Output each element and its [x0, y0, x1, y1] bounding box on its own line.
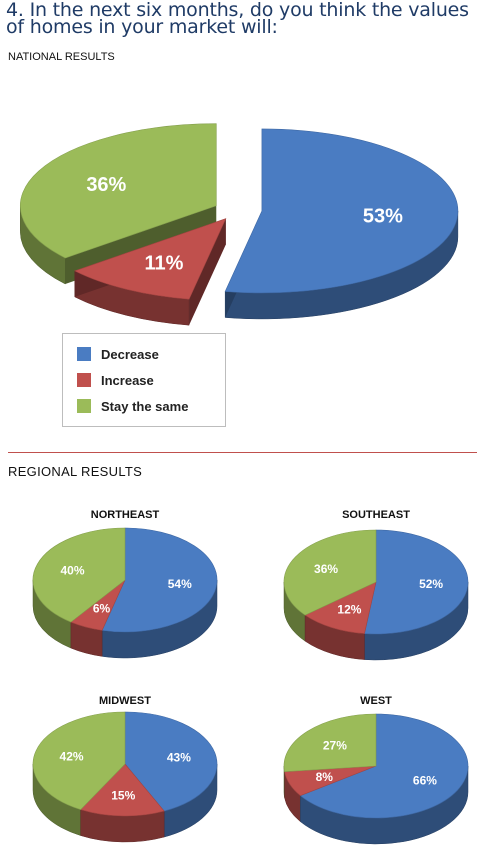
- legend-swatch-decrease: [77, 347, 91, 361]
- legend-label-stay-the-same: Stay the same: [101, 398, 189, 414]
- legend-item-stay-the-same: Stay the same: [77, 398, 188, 414]
- legend-swatch-increase: [77, 373, 91, 387]
- chart-title-west: WEST: [360, 695, 392, 707]
- data-label-stay-the-same: 36%: [314, 562, 338, 576]
- data-label-decrease: 53%: [363, 206, 403, 228]
- data-label-increase: 15%: [111, 788, 135, 802]
- slice-stay-the-same: [283, 713, 377, 772]
- legend: Decrease Increase Stay the same: [62, 333, 226, 427]
- regional-results-label: REGIONAL RESULTS: [8, 464, 143, 479]
- pie-chart-national-results: 53% 11% 36%: [19, 123, 459, 326]
- slice-increase: [80, 763, 165, 817]
- pie-chart-west: WEST 66% 8% 27%: [283, 695, 469, 845]
- section-divider: [8, 452, 477, 453]
- chart-title-midwest: MIDWEST: [99, 695, 151, 707]
- legend-item-increase: Increase: [77, 372, 154, 388]
- data-label-stay-the-same: 36%: [86, 174, 126, 196]
- slice-decrease: [299, 713, 469, 819]
- chart-title-northeast: NORTHEAST: [91, 509, 160, 521]
- slice-increase: [73, 218, 227, 300]
- slice-decrease: [124, 711, 218, 812]
- legend-swatch-stay-the-same: [77, 399, 91, 413]
- pie-chart-northeast: NORTHEAST 54% 6% 40%: [32, 509, 218, 659]
- data-label-increase: 12%: [337, 603, 361, 617]
- slice-stay-the-same: [32, 711, 126, 810]
- slice-decrease: [101, 527, 218, 633]
- legend-label-decrease: Decrease: [101, 346, 159, 362]
- data-label-increase: 11%: [144, 252, 183, 274]
- legend-item-decrease: Decrease: [77, 346, 159, 362]
- data-label-increase: 8%: [316, 770, 334, 784]
- data-label-decrease: 54%: [168, 577, 192, 591]
- data-label-decrease: 43%: [167, 750, 191, 764]
- data-label-decrease: 52%: [419, 577, 443, 591]
- data-label-stay-the-same: 27%: [323, 738, 347, 752]
- slice-stay-the-same: [32, 527, 126, 623]
- pie-chart-midwest: MIDWEST 43% 15% 42%: [32, 695, 218, 843]
- national-results-label: NATIONAL RESULTS: [8, 51, 115, 63]
- slice-stay-the-same: [283, 529, 377, 616]
- legend-label-increase: Increase: [101, 372, 154, 388]
- slice-decrease: [224, 128, 459, 294]
- pie-chart-southeast: SOUTHEAST 52% 12% 36%: [283, 509, 469, 661]
- question-title: 4. In the next six months, do you think …: [6, 0, 469, 38]
- slice-increase: [304, 581, 377, 634]
- slice-stay-the-same: [19, 123, 217, 259]
- slice-decrease: [364, 529, 469, 635]
- data-label-stay-the-same: 40%: [60, 564, 84, 578]
- chart-title-southeast: SOUTHEAST: [342, 509, 410, 521]
- data-label-decrease: 66%: [413, 774, 437, 788]
- data-label-increase: 6%: [93, 601, 111, 615]
- data-label-stay-the-same: 42%: [60, 749, 84, 763]
